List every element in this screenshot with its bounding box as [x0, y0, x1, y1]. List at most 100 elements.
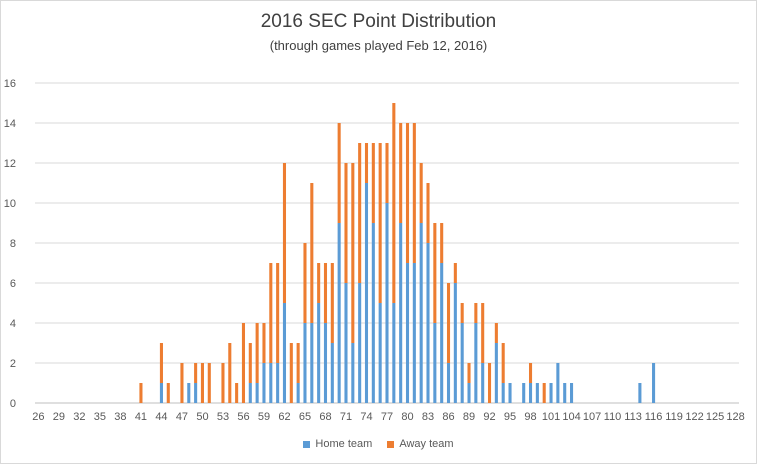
bar-away-50 — [200, 363, 204, 403]
bar-away-83 — [426, 183, 430, 243]
legend-swatch-away — [387, 440, 395, 448]
bar-away-74 — [364, 143, 369, 183]
bar-home-49 — [194, 383, 198, 403]
bar-home-91 — [481, 363, 485, 403]
bar-home-101 — [549, 383, 553, 403]
legend-label-away: Away team — [399, 438, 454, 450]
x-tick-label: 113 — [624, 411, 642, 423]
bar-away-80 — [405, 123, 410, 263]
bar-away-51 — [207, 363, 211, 403]
bar-away-90 — [474, 303, 478, 323]
x-tick-label: 68 — [319, 411, 331, 423]
bar-away-100 — [542, 383, 546, 403]
bar-home-88 — [460, 323, 464, 403]
y-tick-label: 14 — [4, 118, 16, 130]
x-tick-label: 110 — [604, 411, 622, 423]
x-tick-label: 95 — [504, 411, 516, 423]
bar-home-68 — [323, 323, 328, 403]
bar-home-87 — [453, 283, 457, 403]
bar-home-116 — [652, 363, 656, 403]
bar-home-57 — [248, 383, 252, 403]
bar-away-59 — [262, 323, 266, 363]
bar-home-98 — [528, 383, 533, 403]
bar-away-57 — [248, 343, 252, 383]
bar-away-98 — [528, 363, 533, 383]
bar-away-75 — [371, 143, 375, 223]
legend-item-away: Away team — [387, 438, 454, 450]
bar-away-92 — [487, 363, 492, 403]
bar-away-87 — [453, 263, 457, 283]
legend-swatch-home — [303, 440, 311, 448]
bar-home-73 — [358, 283, 362, 403]
x-tick-label: 116 — [645, 411, 663, 423]
x-tick-label: 47 — [176, 411, 188, 423]
bar-home-80 — [405, 263, 410, 403]
x-tick-label: 74 — [360, 411, 372, 423]
x-tick-label: 122 — [685, 411, 703, 423]
bar-away-91 — [481, 303, 485, 363]
y-tick-label: 16 — [4, 78, 16, 90]
x-tick-label: 29 — [53, 411, 65, 423]
x-tick-label: 101 — [542, 411, 560, 423]
bar-away-67 — [317, 263, 321, 303]
bar-home-71 — [344, 283, 348, 403]
x-tick-label: 44 — [155, 411, 167, 423]
bar-away-47 — [180, 363, 184, 403]
x-tick-label: 38 — [114, 411, 126, 423]
bar-away-54 — [228, 343, 232, 403]
bar-home-48 — [187, 383, 191, 403]
bar-away-63 — [289, 343, 293, 403]
bar-home-102 — [556, 363, 560, 403]
bar-home-70 — [337, 223, 341, 403]
bar-away-94 — [501, 343, 505, 383]
x-tick-label: 65 — [299, 411, 311, 423]
bar-home-77 — [385, 203, 389, 403]
x-tick-label: 62 — [278, 411, 290, 423]
bar-home-65 — [303, 323, 307, 403]
bar-home-97 — [522, 383, 526, 403]
y-tick-label: 4 — [10, 318, 16, 330]
bar-home-60 — [269, 363, 273, 403]
bar-home-85 — [440, 263, 444, 403]
bar-home-58 — [255, 383, 259, 403]
x-tick-label: 56 — [237, 411, 249, 423]
chart-legend: Home team Away team — [1, 438, 756, 451]
bar-home-86 — [446, 363, 451, 403]
bar-home-67 — [317, 303, 321, 403]
x-tick-label: 50 — [196, 411, 208, 423]
bar-home-76 — [378, 303, 382, 403]
bar-away-62 — [282, 163, 287, 303]
bar-away-71 — [344, 163, 348, 283]
bar-away-53 — [221, 363, 225, 403]
bar-home-103 — [563, 383, 567, 403]
bar-home-78 — [392, 303, 396, 403]
bar-away-73 — [358, 143, 362, 283]
bar-away-60 — [269, 263, 273, 363]
x-tick-label: 59 — [258, 411, 270, 423]
legend-item-home: Home team — [303, 438, 372, 450]
chart-title: 2016 SEC Point Distribution — [260, 11, 497, 32]
bar-home-82 — [419, 223, 423, 403]
bar-home-84 — [433, 323, 437, 403]
y-tick-label: 6 — [10, 278, 16, 290]
y-tick-label: 0 — [10, 398, 16, 410]
bar-home-72 — [351, 343, 355, 403]
bar-away-78 — [392, 103, 396, 303]
y-tick-label: 8 — [10, 238, 16, 250]
bar-home-69 — [330, 343, 334, 403]
bar-home-95 — [508, 383, 512, 403]
x-tick-label: 83 — [422, 411, 434, 423]
bar-away-84 — [433, 223, 437, 323]
x-tick-label: 86 — [442, 411, 454, 423]
bar-away-79 — [399, 123, 403, 223]
x-tick-label: 77 — [381, 411, 393, 423]
bar-away-58 — [255, 323, 259, 383]
bar-home-81 — [412, 263, 416, 403]
bar-away-66 — [310, 183, 314, 323]
bar-away-81 — [412, 123, 416, 263]
bar-away-82 — [419, 163, 423, 223]
bar-home-66 — [310, 323, 314, 403]
bar-away-88 — [460, 303, 464, 323]
